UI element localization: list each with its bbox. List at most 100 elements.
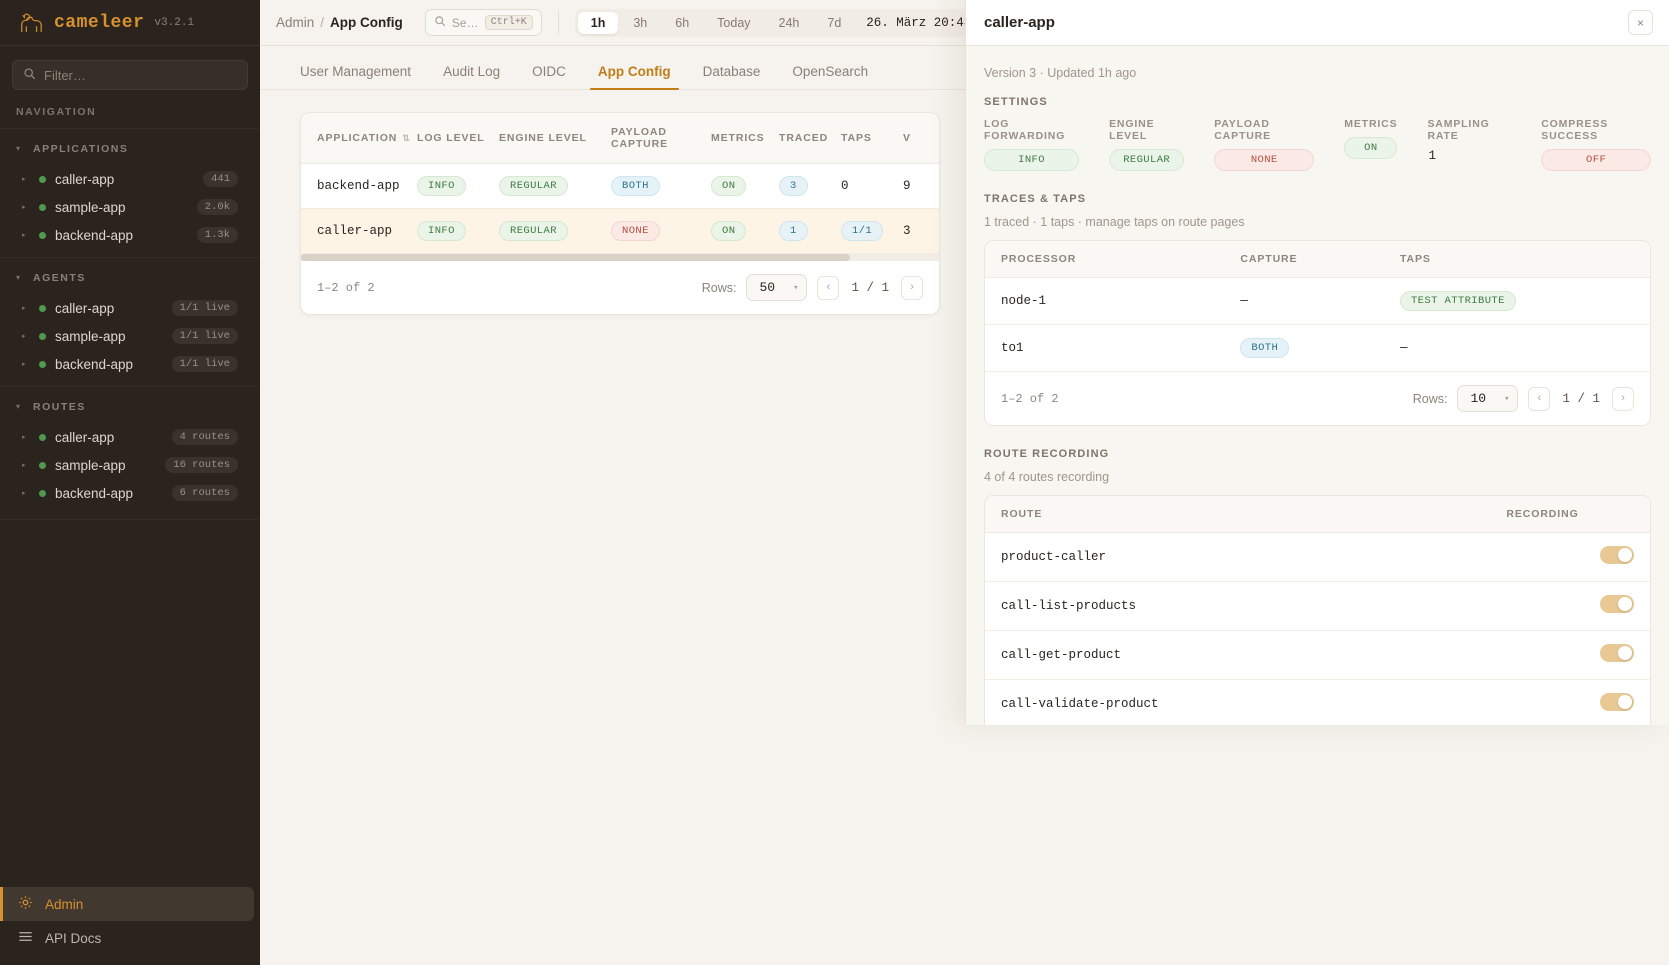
range-7d[interactable]: 7d: [827, 15, 842, 30]
sidebar-item-app-caller-app[interactable]: ▸ caller-app 441: [0, 165, 260, 193]
recording-toggle[interactable]: [1600, 546, 1634, 564]
range-6h[interactable]: 6h: [675, 15, 690, 30]
tab-bar: User Management Audit Log OIDC App Confi…: [260, 46, 1669, 90]
setting-log-forwarding: LOG FORWARDING INFO: [984, 118, 1080, 171]
chevron-down-icon: ▾: [793, 282, 799, 293]
tab-user-management[interactable]: User Management: [300, 63, 412, 79]
sidebar-item-app-sample-app[interactable]: ▸ sample-app 2.0k: [0, 193, 260, 221]
sidebar-item-label: caller-app: [55, 300, 115, 316]
detail-drawer: caller-app × Version 3 · Updated 1h ago …: [965, 0, 1669, 725]
col-log-level[interactable]: LOG LEVEL: [417, 113, 499, 164]
main-area: Admin / App Config Se… Ctrl+K 1h 3h 6h T…: [260, 0, 1669, 965]
status-dot: [39, 332, 46, 340]
sidebar-item-badge: 1/1 live: [171, 300, 238, 316]
pager-next-button[interactable]: ›: [901, 275, 923, 300]
setting-value-badge: NONE: [1214, 149, 1315, 171]
cell-v: 9: [903, 163, 939, 209]
col-traced[interactable]: TRACED: [779, 113, 841, 164]
capture-badge: BOTH: [1240, 338, 1290, 358]
app-config-table-card: APPLICATION ⇅ LOG LEVEL ENGINE LEVEL PAYL…: [300, 112, 940, 315]
tab-audit-log[interactable]: Audit Log: [443, 63, 501, 79]
sidebar-item-badge: 441: [203, 171, 238, 187]
setting-payload-capture: PAYLOAD CAPTURE NONE: [1214, 118, 1315, 171]
range-24h[interactable]: 24h: [778, 15, 800, 30]
cell-recording: [1490, 532, 1650, 582]
search-shortcut-kbd: Ctrl+K: [484, 15, 533, 30]
chevron-right-icon: ▸: [22, 433, 26, 441]
pager-prev-button[interactable]: ‹: [817, 275, 840, 300]
tab-database[interactable]: Database: [702, 63, 761, 79]
sidebar-group-header-routes[interactable]: ▾ ROUTES: [0, 399, 260, 423]
recording-section-title: ROUTE RECORDING: [984, 448, 1110, 460]
sidebar-item-label: caller-app: [55, 429, 115, 445]
table-row[interactable]: backend-app INFO REGULAR BOTH ON 3 0 9: [301, 163, 939, 209]
table-row[interactable]: caller-app INFO REGULAR NONE ON 1 1/1 3: [301, 208, 939, 254]
table-row[interactable]: node-1 — TEST ATTRIBUTE: [985, 277, 1650, 325]
col-payload-capture[interactable]: PAYLOAD CAPTURE: [611, 113, 711, 164]
recording-toggle[interactable]: [1600, 644, 1634, 662]
cell-taps: 1/1: [841, 208, 903, 254]
close-icon[interactable]: ×: [1628, 10, 1653, 35]
brand[interactable]: cameleer v3.2.1: [0, 0, 260, 46]
rows-per-page-select[interactable]: 50 ▾: [746, 274, 808, 301]
sidebar-item-admin[interactable]: Admin: [0, 887, 254, 921]
sidebar-group-applications: ▾ APPLICATIONS ▸ caller-app 441 ▸ sample…: [0, 128, 260, 257]
col-engine-level[interactable]: ENGINE LEVEL: [499, 113, 611, 164]
cell-taps: 0: [841, 163, 903, 209]
table-row[interactable]: call-list-products: [985, 581, 1650, 631]
traces-table-card: PROCESSOR CAPTURE TAPS node-1 — TEST ATT…: [984, 240, 1651, 426]
tab-oidc[interactable]: OIDC: [532, 63, 566, 79]
table-row[interactable]: call-get-product: [985, 630, 1650, 680]
route-recording-table: ROUTE RECORDING product-caller call-list…: [985, 496, 1650, 725]
taps-badge: 1/1: [841, 221, 884, 241]
time-range-start: 26. März 20:48: [866, 15, 972, 30]
setting-metrics: METRICS ON: [1344, 118, 1398, 171]
tab-app-config[interactable]: App Config: [582, 64, 687, 90]
status-dot: [39, 433, 46, 441]
sidebar-item-agent-backend-app[interactable]: ▸ backend-app 1/1 live: [0, 350, 260, 378]
sidebar-nav-label: NAVIGATION: [16, 106, 97, 118]
sidebar-filter-input[interactable]: Filter…: [12, 60, 248, 90]
cell-processor: node-1: [985, 277, 1225, 325]
search-input[interactable]: Se… Ctrl+K: [424, 9, 542, 36]
sidebar-item-api-docs[interactable]: API Docs: [0, 921, 260, 955]
recording-toggle[interactable]: [1600, 693, 1634, 711]
sidebar-filter-placeholder: Filter…: [44, 67, 86, 83]
setting-engine-level: ENGINE LEVEL REGULAR: [1109, 118, 1185, 171]
sidebar-group-header-agents[interactable]: ▾ AGENTS: [0, 270, 260, 294]
tab-opensearch[interactable]: OpenSearch: [792, 63, 869, 79]
col-taps[interactable]: TAPS: [841, 113, 903, 164]
sidebar-group-title: AGENTS: [33, 272, 86, 284]
sidebar-item-route-backend-app[interactable]: ▸ backend-app 6 routes: [0, 479, 260, 507]
recording-toggle[interactable]: [1600, 595, 1634, 613]
pager-next-button[interactable]: ›: [1612, 386, 1634, 411]
range-today[interactable]: Today: [717, 15, 751, 30]
range-1h[interactable]: 1h: [577, 11, 619, 34]
horizontal-scrollbar[interactable]: [301, 254, 939, 261]
pager-count: 1–2 of 2: [317, 280, 375, 295]
sidebar-group-header-applications[interactable]: ▾ APPLICATIONS: [0, 141, 260, 165]
setting-compress-success: COMPRESS SUCCESS OFF: [1541, 118, 1651, 171]
pager-prev-button[interactable]: ‹: [1528, 386, 1551, 411]
rows-per-page-select[interactable]: 10 ▾: [1457, 385, 1519, 412]
gear-icon: [18, 895, 33, 913]
cell-processor: to1: [985, 324, 1225, 372]
cell-application: backend-app: [301, 163, 417, 209]
cell-payload-capture: BOTH: [611, 163, 711, 209]
sidebar-item-app-backend-app[interactable]: ▸ backend-app 1.3k: [0, 221, 260, 249]
cell-route: call-get-product: [985, 630, 1491, 680]
col-metrics[interactable]: METRICS: [711, 113, 779, 164]
table-row[interactable]: to1 BOTH —: [985, 324, 1650, 372]
sidebar-item-route-caller-app[interactable]: ▸ caller-app 4 routes: [0, 423, 260, 451]
col-v[interactable]: V: [903, 113, 939, 164]
table-row[interactable]: product-caller: [985, 532, 1650, 582]
breadcrumb-root[interactable]: Admin: [276, 15, 315, 30]
sidebar-item-label: sample-app: [55, 199, 126, 215]
table-row[interactable]: call-validate-product: [985, 679, 1650, 725]
range-3h[interactable]: 3h: [633, 15, 648, 30]
sidebar-item-agent-caller-app[interactable]: ▸ caller-app 1/1 live: [0, 294, 260, 322]
col-application[interactable]: APPLICATION ⇅: [301, 113, 417, 164]
chevron-right-icon: ▸: [22, 231, 26, 239]
sidebar-item-route-sample-app[interactable]: ▸ sample-app 16 routes: [0, 451, 260, 479]
sidebar-item-agent-sample-app[interactable]: ▸ sample-app 1/1 live: [0, 322, 260, 350]
